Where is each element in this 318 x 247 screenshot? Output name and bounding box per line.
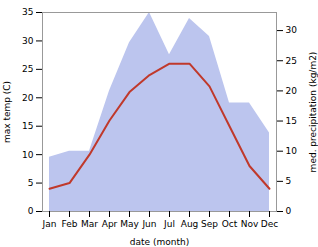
svg-text:25: 25 — [22, 64, 33, 74]
svg-text:0: 0 — [28, 206, 34, 216]
svg-text:35: 35 — [22, 7, 33, 17]
svg-text:15: 15 — [286, 116, 297, 126]
svg-text:5: 5 — [28, 178, 34, 188]
svg-text:med. precipitation (kg/m2): med. precipitation (kg/m2) — [308, 52, 318, 173]
svg-text:0: 0 — [286, 206, 292, 216]
svg-text:10: 10 — [22, 150, 34, 160]
svg-text:30: 30 — [286, 25, 298, 35]
svg-text:date (month): date (month) — [130, 237, 189, 247]
svg-text:Apr: Apr — [102, 219, 118, 229]
svg-text:Jun: Jun — [141, 219, 156, 229]
svg-text:May: May — [120, 219, 139, 229]
svg-text:max temp (C): max temp (C) — [2, 81, 12, 143]
svg-text:20: 20 — [286, 86, 298, 96]
svg-text:Nov: Nov — [241, 219, 259, 229]
svg-text:20: 20 — [22, 93, 34, 103]
svg-text:15: 15 — [22, 121, 33, 131]
svg-text:25: 25 — [286, 56, 297, 66]
svg-text:Mar: Mar — [81, 219, 98, 229]
svg-text:5: 5 — [286, 176, 292, 186]
svg-text:10: 10 — [286, 146, 298, 156]
svg-text:Aug: Aug — [181, 219, 199, 229]
svg-text:Jan: Jan — [42, 219, 57, 229]
svg-text:30: 30 — [22, 36, 34, 46]
svg-text:Sep: Sep — [201, 219, 218, 229]
svg-text:Dec: Dec — [261, 219, 278, 229]
svg-text:Jul: Jul — [163, 219, 175, 229]
svg-text:Oct: Oct — [222, 219, 238, 229]
svg-text:Feb: Feb — [62, 219, 78, 229]
